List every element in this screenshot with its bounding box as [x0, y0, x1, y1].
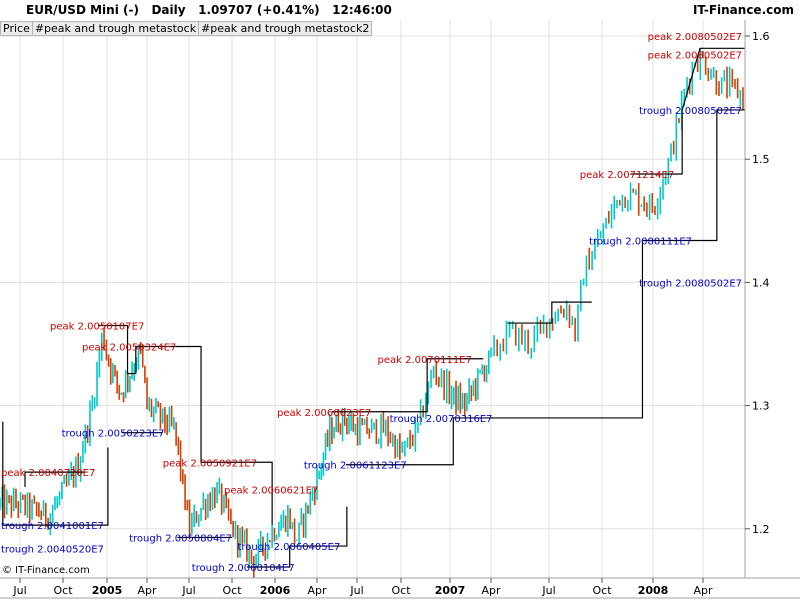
peak-trough-step-line — [345, 109, 745, 466]
trough-label: trough 2.0040520E7 — [1, 545, 104, 556]
x-tick-label: Oct — [391, 584, 411, 597]
x-tick-label: Apr — [481, 584, 501, 597]
x-tick-label: Apr — [307, 584, 327, 597]
x-tick-label: Apr — [693, 584, 713, 597]
y-tick-label: 1.4 — [752, 276, 770, 289]
peak-trough-step-line — [98, 324, 273, 526]
peak-label: peak 2.0060623E7 — [277, 408, 371, 419]
grid — [0, 20, 745, 578]
x-tick-label: Jul — [12, 584, 26, 597]
x-tick-label: Apr — [137, 584, 157, 597]
peak-label: peak 2.0071214E7 — [580, 170, 674, 181]
peak-trough-step-line — [2, 421, 109, 526]
x-tick-label: 2008 — [638, 584, 669, 597]
indicator-tabs: Price #peak and trough metastock #peak a… — [0, 21, 373, 36]
x-tick-label: Jul — [349, 584, 363, 597]
title-bar: EUR/USD Mini (-) Daily 1.09707 (+0.41%) … — [0, 0, 800, 20]
trough-label: trough 2.0080502E7 — [639, 106, 742, 117]
x-tick-label: Jul — [541, 584, 555, 597]
x-tick-label: Jul — [181, 584, 195, 597]
peak-label: peak 2.0050107E7 — [50, 322, 144, 333]
peak-label: peak 2.0070111E7 — [378, 355, 472, 366]
peak-label: peak 2.0040720E7 — [1, 468, 95, 479]
peak-trough-step-line — [507, 301, 592, 324]
y-tick-label: 1.2 — [752, 523, 770, 536]
trough-label: trough 2.0060104E7 — [192, 563, 295, 574]
annotations: peak 2.0040720E7 trough 2.0041001E7 trough… — [1, 32, 742, 574]
trough-label: trough 2.0080502E7 — [639, 278, 742, 289]
trough-label: trough 2.0080111E7 — [589, 237, 692, 248]
trough-label: trough 2.0050804E7 — [129, 533, 232, 544]
tab-peak-trough-metastock2[interactable]: #peak and trough metastock2 — [198, 21, 373, 36]
x-tick-label: 2006 — [260, 584, 291, 597]
trough-label: trough 2.0070316E7 — [390, 414, 493, 425]
x-tick-label: Oct — [222, 584, 242, 597]
trough-label: trough 2.0041001E7 — [1, 521, 104, 532]
y-axis: 1.2 1.3 1.4 1.5 1.6 — [745, 30, 770, 536]
y-tick-label: 1.6 — [752, 30, 770, 43]
peak-label: peak 2.0080502E7 — [648, 50, 742, 61]
x-tick-label: Oct — [53, 584, 73, 597]
peak-label: peak 2.0050324E7 — [82, 342, 176, 353]
x-tick-label: 2007 — [435, 584, 466, 597]
trough-label: trough 2.0050223E7 — [62, 429, 165, 440]
peak-label: peak 2.0050921E7 — [163, 458, 257, 469]
site-name: IT-Finance.com — [692, 3, 794, 17]
peak-label: peak 2.0080502E7 — [648, 32, 742, 43]
peak-trough-step-line — [630, 47, 745, 175]
tab-peak-trough-metastock[interactable]: #peak and trough metastock — [31, 21, 200, 36]
x-tick-label: Oct — [592, 584, 612, 597]
tab-price[interactable]: Price — [0, 21, 33, 36]
peak-trough-step-line — [24, 471, 86, 487]
trough-label: trough 2.0061123E7 — [304, 461, 407, 472]
x-axis[interactable]: Jul Oct 2005 Apr Jul Oct 2006 Apr Jul Oct 2007 Apr J… — [12, 578, 713, 597]
trough-label: trough 2.0060405E7 — [237, 542, 340, 553]
y-tick-label: 1.5 — [752, 153, 770, 166]
indicator-step-lines — [2, 47, 745, 568]
peak-trough-step-line — [331, 358, 484, 413]
x-tick-label: 2005 — [92, 584, 123, 597]
y-tick-label: 1.3 — [752, 400, 770, 413]
copyright: © IT-Finance.com — [2, 565, 90, 576]
instrument-title: EUR/USD Mini (-) Daily 1.09707 (+0.41%) … — [26, 3, 392, 17]
peak-trough-step-line — [247, 506, 348, 568]
peak-label: peak 2.0060621E7 — [224, 485, 318, 496]
price-bars — [0, 48, 744, 578]
plot-area — [0, 47, 745, 578]
